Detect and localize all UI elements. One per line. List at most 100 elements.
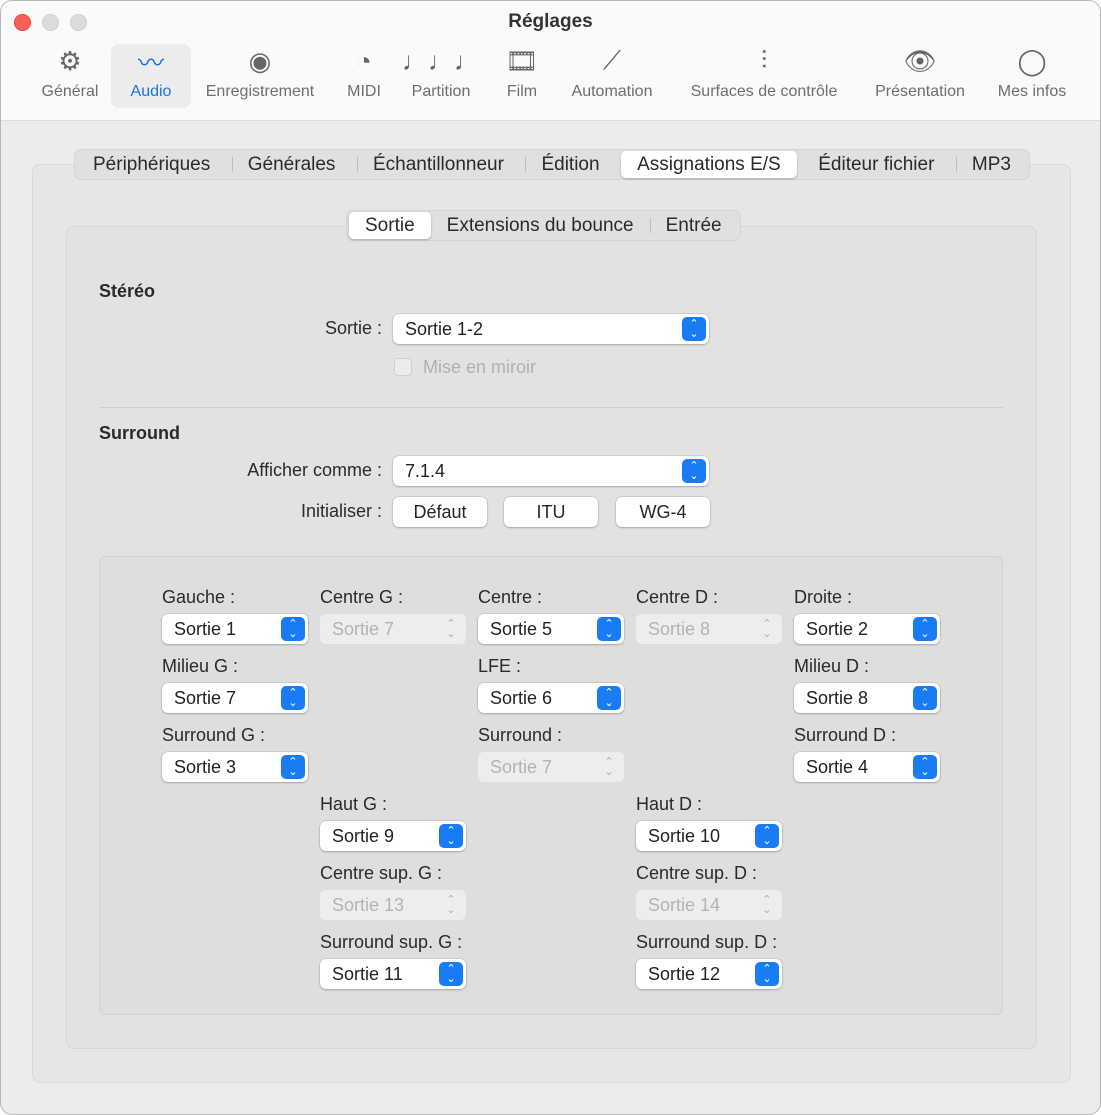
channel-popup[interactable]: Sortie 11 ⌃ ⌄ — [320, 959, 466, 989]
chevron-updown-icon: ⌃ ⌄ — [682, 459, 706, 483]
toolbar-item-2[interactable]: ◉ Enregistrement — [196, 44, 325, 108]
wg4-button[interactable]: WG-4 — [616, 497, 710, 527]
subtab-1[interactable]: Extensions du bounce — [446, 215, 634, 236]
record-icon: ◉ — [248, 45, 272, 76]
subtab-0[interactable]: Sortie — [349, 212, 431, 239]
close-button[interactable] — [14, 14, 31, 31]
channel-label: Surround sup. G : — [320, 932, 463, 952]
toolbar-item-6[interactable]: ⟋ Automation — [562, 44, 663, 108]
channel-popup: Sortie 8 ⌃ ⌄ — [636, 614, 782, 644]
toolbar-item-4[interactable]: ♩♩♩ Partition — [392, 44, 490, 108]
channel-label: Centre sup. D : — [636, 863, 758, 883]
tab-bar: Périphériques Générales Échantillonneur Édi… — [74, 149, 1030, 180]
film-icon: 🎞 — [505, 45, 539, 76]
channel-label: Centre D : — [636, 587, 719, 607]
channel-popup[interactable]: Sortie 1 ⌃ ⌄ — [162, 614, 308, 644]
channel-popup[interactable]: Sortie 7 ⌃ ⌄ — [162, 683, 308, 713]
toolbar-item-0[interactable]: ⚙ Général — [32, 44, 109, 108]
stereo-output-label: Sortie : — [324, 318, 382, 338]
chevron-updown-icon: ⌃ ⌄ — [439, 824, 463, 848]
channel-popup: Sortie 7 ⌃ ⌄ — [478, 752, 624, 782]
stereo-output-value: Sortie 1-2 — [405, 319, 484, 339]
toolbar-item-1[interactable]: 〰 Audio — [111, 44, 191, 108]
channel-label: Droite : — [794, 587, 853, 607]
toolbar-item-8[interactable]: 👁 Présentation — [865, 44, 975, 108]
channel-value: Sortie 5 — [490, 619, 553, 639]
channel-popup[interactable]: Sortie 8 ⌃ ⌄ — [794, 683, 940, 713]
channel-label: Haut G : — [320, 794, 388, 814]
chevron-updown-icon: ⌃ ⌄ — [439, 962, 463, 986]
chevron-updown-icon: ⌃ ⌄ — [755, 824, 779, 848]
chevron-updown-icon: ⌃ ⌄ — [597, 686, 621, 710]
mirror-checkbox[interactable] — [394, 358, 412, 376]
channel-label: Surround sup. D : — [636, 932, 778, 952]
channel-popup[interactable]: Sortie 6 ⌃ ⌄ — [478, 683, 624, 713]
tab-4[interactable]: Assignations E/S — [621, 151, 797, 178]
toolbar-item-7[interactable]: ⫶ Surfaces de contrôle — [681, 44, 848, 108]
toolbar-item-label: Général — [41, 83, 99, 100]
tab-3[interactable]: Édition — [525, 151, 615, 178]
toolbar-item-3[interactable]: ◔ MIDI — [337, 44, 391, 108]
channel-label: Gauche : — [162, 587, 236, 607]
channel-value: Sortie 3 — [174, 757, 237, 777]
stereo-heading: Stéréo — [99, 281, 156, 301]
eye-icon: 👁 — [903, 45, 937, 76]
tab-1[interactable]: Générales — [231, 151, 352, 178]
channel-popup[interactable]: Sortie 9 ⌃ ⌄ — [320, 821, 466, 851]
stereo-output-popup[interactable]: Sortie 1-2 ⌃ ⌄ — [393, 314, 709, 344]
waveform-icon: 〰 — [137, 47, 164, 78]
channel-value: Sortie 6 — [490, 688, 553, 708]
automation-icon: ⟋ — [602, 45, 622, 75]
divider — [99, 407, 1003, 408]
toolbar-item-label: MIDI — [347, 83, 381, 100]
toolbar: Réglages ⚙ Général 〰 Audio ◉ Enregistrement ◔ M… — [1, 1, 1100, 121]
channel-popup[interactable]: Sortie 4 ⌃ ⌄ — [794, 752, 940, 782]
channel-value: Sortie 8 — [806, 688, 869, 708]
channel-label: Milieu D : — [794, 656, 870, 676]
surround-heading: Surround — [99, 423, 180, 443]
chevron-updown-icon: ⌃ ⌄ — [446, 618, 456, 640]
tab-6[interactable]: MP3 — [955, 151, 1027, 178]
toolbar-item-5[interactable]: 🎞 Film — [495, 44, 548, 108]
default-button[interactable]: Défaut — [393, 497, 487, 527]
channel-label: Surround G : — [162, 725, 266, 745]
tab-2[interactable]: Échantillonneur — [356, 151, 520, 178]
channel-popup[interactable]: Sortie 10 ⌃ ⌄ — [636, 821, 782, 851]
toolbar-item-9[interactable]: ◯ Mes infos — [988, 44, 1076, 108]
channel-value: Sortie 11 — [332, 964, 403, 984]
channel-popup[interactable]: Sortie 12 ⌃ ⌄ — [636, 959, 782, 989]
channel-popup[interactable]: Sortie 2 ⌃ ⌄ — [794, 614, 940, 644]
chevron-updown-icon: ⌃ ⌄ — [762, 618, 772, 640]
chevron-updown-icon: ⌃ ⌄ — [604, 756, 614, 778]
tab-0[interactable]: Périphériques — [93, 154, 211, 175]
channel-popup[interactable]: Sortie 3 ⌃ ⌄ — [162, 752, 308, 782]
zoom-button[interactable] — [70, 14, 87, 31]
channel-value: Sortie 7 — [174, 688, 237, 708]
chevron-updown-icon: ⌃ ⌄ — [913, 617, 937, 641]
gear-icon: ⚙ — [58, 45, 82, 76]
channel-value: Sortie 9 — [332, 826, 395, 846]
toolbar-item-label: Présentation — [875, 83, 965, 100]
midi-icon: ◔ — [356, 45, 372, 76]
tab-5[interactable]: Éditeur fichier — [818, 154, 935, 175]
toolbar-item-label: Enregistrement — [205, 83, 315, 100]
chevron-updown-icon: ⌃ ⌄ — [281, 686, 305, 710]
channel-label: Centre sup. G : — [320, 863, 443, 883]
chevron-updown-icon: ⌃ ⌄ — [446, 894, 456, 916]
toolbar-item-label: Automation — [571, 83, 653, 100]
toolbar-item-label: Partition — [411, 83, 471, 100]
init-label: Initialiser : — [300, 501, 382, 521]
channel-popup[interactable]: Sortie 5 ⌃ ⌄ — [478, 614, 624, 644]
mirror-label: Mise en miroir — [423, 357, 537, 377]
channel-value: Sortie 10 — [648, 826, 721, 846]
display-as-popup[interactable]: 7.1.4 ⌃ ⌄ — [393, 456, 709, 486]
minimize-button[interactable] — [42, 14, 59, 31]
channel-value: Sortie 14 — [648, 895, 721, 915]
itu-button[interactable]: ITU — [504, 497, 598, 527]
subtab-2[interactable]: Entrée — [649, 212, 738, 239]
chevron-updown-icon: ⌃ ⌄ — [762, 894, 772, 916]
channel-popup: Sortie 14 ⌃ ⌄ — [636, 890, 782, 920]
channel-label: Haut D : — [636, 794, 703, 814]
channel-popup: Sortie 13 ⌃ ⌄ — [320, 890, 466, 920]
channel-value: Sortie 8 — [648, 619, 711, 639]
